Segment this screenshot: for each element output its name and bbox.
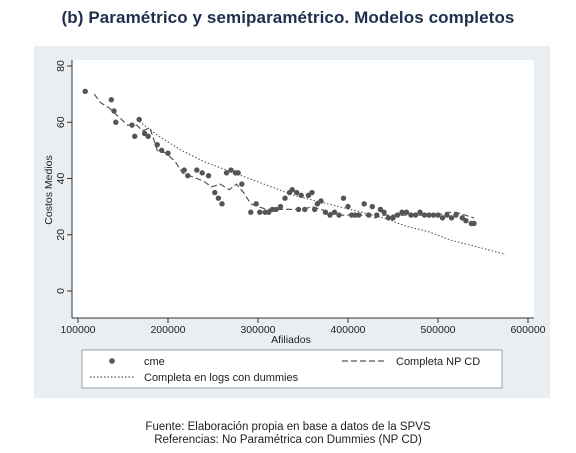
x-tick-label: 300000 bbox=[240, 324, 275, 336]
point-cme bbox=[185, 172, 191, 179]
legend: cme Completa NP CD Completa en logs con … bbox=[81, 349, 503, 389]
point-cme bbox=[215, 195, 222, 201]
point-cme bbox=[385, 215, 392, 221]
point-cme bbox=[277, 203, 284, 210]
legend-label-logs: Completa en logs con dummies bbox=[144, 372, 299, 384]
legend-marker-cme bbox=[109, 358, 115, 364]
point-cme bbox=[165, 150, 171, 156]
point-cme bbox=[403, 209, 410, 215]
point-cme bbox=[298, 192, 304, 199]
point-cme bbox=[340, 195, 347, 201]
legend-label-np-cd: Completa NP CD bbox=[396, 356, 480, 368]
caption: Fuente: Elaboración propia en base a dat… bbox=[0, 421, 576, 447]
caption-references: Referencias: No Paramétrica con Dummies … bbox=[154, 434, 422, 446]
x-tick-label: 400000 bbox=[330, 324, 365, 336]
x-tick-label: 200000 bbox=[150, 324, 185, 336]
point-cme bbox=[136, 116, 142, 123]
y-tick-label: 40 bbox=[55, 173, 67, 185]
x-axis-label: Afiliados bbox=[271, 334, 311, 346]
point-cme bbox=[345, 203, 351, 210]
y-tick-label: 20 bbox=[55, 229, 67, 241]
point-cme bbox=[309, 189, 315, 196]
point-cme bbox=[369, 203, 375, 210]
point-cme bbox=[381, 209, 387, 215]
point-cme bbox=[199, 170, 205, 176]
point-cme bbox=[318, 198, 324, 204]
point-cme bbox=[282, 195, 288, 201]
point-cme bbox=[448, 215, 455, 221]
point-cme bbox=[108, 97, 115, 103]
point-cme bbox=[417, 209, 423, 215]
y-tick-label: 0 bbox=[55, 288, 67, 294]
point-cme bbox=[194, 167, 200, 173]
point-cme bbox=[471, 220, 477, 227]
point-cme bbox=[228, 167, 234, 173]
chart-title: (b) Paramétrico y semiparamétrico. Model… bbox=[61, 8, 515, 27]
axes-layer: 100000 200000 300000 400000 500000 600000 0 20 4… bbox=[55, 60, 546, 336]
point-cme bbox=[205, 172, 212, 179]
point-cme bbox=[289, 187, 295, 193]
point-cme bbox=[248, 209, 254, 215]
point-cme bbox=[430, 212, 437, 218]
point-cme bbox=[463, 217, 469, 224]
point-cme bbox=[421, 212, 428, 218]
point-cme bbox=[113, 119, 119, 125]
caption-source: Fuente: Elaboración propia en base a dat… bbox=[145, 421, 431, 433]
point-cme bbox=[219, 201, 225, 207]
point-cme bbox=[212, 189, 218, 196]
point-cme bbox=[412, 212, 419, 218]
point-cme bbox=[235, 170, 241, 176]
series-layer bbox=[82, 88, 506, 255]
legend-label-cme: cme bbox=[144, 356, 165, 368]
point-cme bbox=[439, 215, 446, 221]
legend-box bbox=[81, 349, 503, 389]
y-tick-label: 80 bbox=[55, 60, 67, 72]
point-cme bbox=[444, 212, 450, 218]
point-cme bbox=[453, 212, 459, 218]
point-cme bbox=[181, 167, 187, 173]
point-cme bbox=[223, 170, 230, 176]
point-cme bbox=[111, 108, 117, 114]
x-tick-label: 600000 bbox=[510, 324, 545, 336]
chart-svg: 100000 200000 300000 400000 500000 600000 0 20 4… bbox=[43, 60, 546, 389]
point-cme bbox=[361, 201, 367, 207]
point-cme bbox=[390, 215, 396, 221]
line-completa-np-cd bbox=[93, 93, 475, 219]
point-cme bbox=[257, 209, 263, 215]
y-tick-label: 60 bbox=[55, 116, 67, 128]
point-cme bbox=[399, 209, 405, 215]
point-cme bbox=[294, 189, 300, 196]
point-cme bbox=[273, 206, 279, 213]
point-cme bbox=[82, 88, 88, 95]
y-axis-label: Costos Medios bbox=[43, 155, 55, 224]
point-cme bbox=[394, 212, 401, 218]
chart-frame: 100000 200000 300000 400000 500000 600000 0 20 4… bbox=[34, 46, 550, 398]
point-cme bbox=[145, 133, 151, 140]
line-completa-en-logs-con-dummies bbox=[136, 118, 506, 255]
plot-area bbox=[72, 60, 534, 318]
point-cme bbox=[239, 181, 245, 187]
point-cme bbox=[132, 133, 138, 140]
x-tick-label: 500000 bbox=[420, 324, 455, 336]
point-cme bbox=[327, 212, 333, 218]
x-tick-label: 100000 bbox=[60, 324, 95, 336]
